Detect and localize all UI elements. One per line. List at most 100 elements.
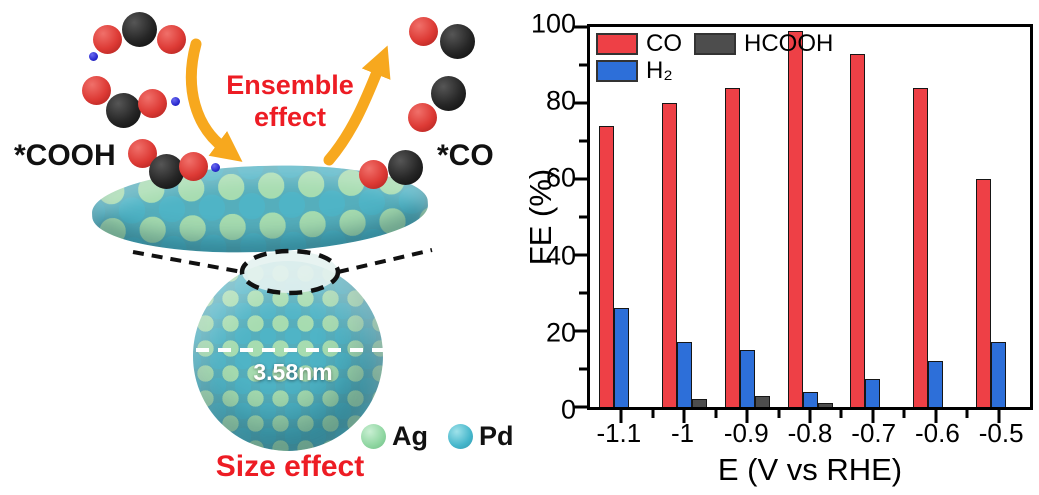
bar-H₂--0.9 <box>739 350 755 407</box>
x-minor-tick-1 <box>651 410 655 418</box>
x-tick-label--0.7: -0.7 <box>851 418 897 448</box>
x-axis-tick-labels: -1.1 -1 -0.9 -0.8 -0.7 -0.6 -0.5 <box>587 420 1033 450</box>
nanoparticle <box>193 261 383 451</box>
legend-item-h2: H₂ <box>596 59 682 83</box>
x-tick-label--0.8: -0.8 <box>787 418 833 448</box>
chart-legend: CO HCOOH H₂ <box>596 32 833 83</box>
ensemble-effect-label: Ensemble effect <box>226 70 354 132</box>
bar-HCOOH--0.9 <box>754 395 770 407</box>
x-major-tick--0.9 <box>745 410 749 423</box>
bar-H₂--0.5 <box>991 342 1007 407</box>
bar-CO--0.8 <box>787 30 803 407</box>
x-minor-tick-2 <box>714 410 718 418</box>
ag-sphere-icon <box>361 424 386 449</box>
x-tick-label--0.9: -0.9 <box>723 418 769 448</box>
plot-area: CO HCOOH H₂ <box>574 24 1033 423</box>
bar-group--0.8 <box>779 27 842 407</box>
hydrogen-sphere <box>171 97 180 106</box>
x-major-tick--0.7 <box>871 410 875 423</box>
x-tick-label--0.5: -0.5 <box>978 418 1024 448</box>
x-minor-tick-6 <box>965 410 969 418</box>
pd-sphere-icon <box>448 424 473 449</box>
x-major-tick--0.8 <box>808 410 812 423</box>
y-axis-tick-labels: 0 20 40 60 80 100 <box>520 10 580 423</box>
y-major-tick-20 <box>574 329 587 333</box>
cooh-label: *COOH <box>14 139 116 172</box>
bar-H₂--1.1 <box>613 308 629 407</box>
bar-group--1 <box>653 27 716 407</box>
y-tick-label-40: 40 <box>545 240 576 271</box>
carbon-sphere <box>122 12 157 47</box>
y-minor-tick-70 <box>579 139 587 143</box>
co-legend-swatch <box>596 33 638 55</box>
bar-H₂--1 <box>676 342 692 407</box>
carbon-sphere <box>440 24 475 59</box>
bar-H₂--0.8 <box>802 391 818 407</box>
y-tick-label-100: 100 <box>530 8 576 39</box>
bar-CO--0.6 <box>913 87 929 407</box>
x-axis-title: E (V vs RHE) <box>717 452 903 487</box>
y-major-tick-100 <box>574 25 587 29</box>
mechanism-illustration: *COOH *CO Ensemble effect 3.58nm Ag Pd S… <box>14 12 514 483</box>
bar-HCOOH--1 <box>691 399 707 407</box>
bar-CO--1.1 <box>598 125 614 407</box>
ag-legend-label: Ag <box>392 421 428 451</box>
oxygen-sphere <box>157 25 186 54</box>
bar-chart: FE (%) 0 20 40 60 80 100 CO HCOOH H₂ -1.1 -1 -0… <box>520 0 1039 495</box>
bar-H₂--0.7 <box>865 378 881 407</box>
bar-group--0.5 <box>967 27 1030 407</box>
x-major-tick--1 <box>682 410 686 423</box>
carbon-sphere <box>431 76 466 111</box>
bar-group--1.1 <box>590 27 653 407</box>
y-minor-tick-90 <box>579 63 587 67</box>
h2-legend-label: H₂ <box>646 57 673 84</box>
carbon-sphere <box>106 93 141 128</box>
oxygen-sphere <box>409 17 438 46</box>
bar-group--0.9 <box>716 27 779 407</box>
oxygen-sphere <box>93 25 122 54</box>
y-major-tick-0 <box>574 405 587 409</box>
y-major-tick-60 <box>574 177 587 181</box>
diameter-label: 3.58nm <box>253 359 333 385</box>
x-major-tick--0.6 <box>934 410 938 423</box>
bar-H₂--0.6 <box>928 361 944 407</box>
hcooh-legend-swatch <box>694 33 736 55</box>
x-major-tick--1.1 <box>619 410 623 423</box>
y-major-tick-80 <box>574 101 587 105</box>
oxygen-sphere <box>179 152 208 181</box>
hydrogen-sphere <box>89 52 98 61</box>
legend-item-co: CO <box>596 32 682 56</box>
bar-group--0.6 <box>904 27 967 407</box>
h2-legend-swatch <box>596 60 638 82</box>
y-tick-label-60: 60 <box>545 162 576 193</box>
zoom-guide-line-left <box>132 250 243 274</box>
co-label: *CO <box>437 139 494 172</box>
zoom-guide-line-right <box>337 248 433 274</box>
oxygen-sphere <box>408 103 437 132</box>
bar-CO--0.9 <box>724 87 740 407</box>
carbon-sphere <box>388 150 423 185</box>
y-tick-label-0: 0 <box>560 394 576 425</box>
y-major-tick-40 <box>574 253 587 257</box>
y-minor-tick-30 <box>579 291 587 295</box>
oxygen-sphere <box>359 160 388 189</box>
bar-groups <box>590 27 1030 407</box>
y-minor-tick-10 <box>579 367 587 371</box>
co-legend-label: CO <box>646 30 682 57</box>
carbon-sphere <box>149 154 184 189</box>
y-tick-label-80: 80 <box>545 85 576 116</box>
y-tick-label-20: 20 <box>545 317 576 348</box>
bar-CO--1 <box>661 103 677 407</box>
x-tick-label--1: -1 <box>671 418 695 448</box>
x-tick-label--1.1: -1.1 <box>596 418 642 448</box>
x-minor-tick-5 <box>902 410 906 418</box>
oxygen-sphere <box>138 89 167 118</box>
bar-CO--0.7 <box>850 53 866 407</box>
bar-HCOOH--0.8 <box>817 403 833 407</box>
bar-CO--0.5 <box>976 179 992 407</box>
bar-group--0.7 <box>841 27 904 407</box>
x-minor-tick-3 <box>777 410 781 418</box>
oxygen-sphere <box>82 76 111 105</box>
x-minor-tick-4 <box>839 410 843 418</box>
